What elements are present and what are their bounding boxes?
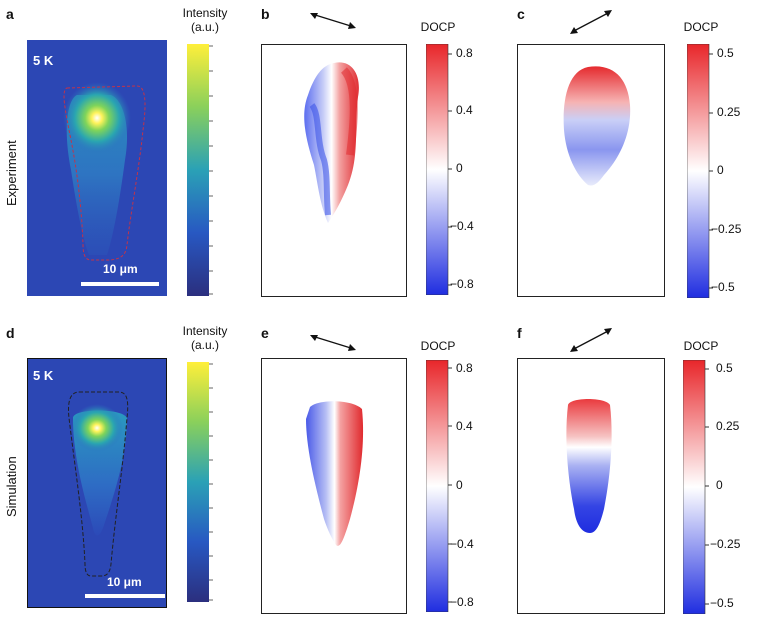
docp-tick-b-2: 0 [456, 161, 463, 175]
intensity-colorbar-d [187, 362, 213, 602]
polarization-arrow-c [568, 8, 614, 36]
docp-tick-f-3: −0.25 [710, 537, 741, 551]
docp-tick-c-2: 0 [717, 163, 724, 177]
docp-tick-f-1: 0.25 [716, 419, 740, 433]
polarization-arrow-e [308, 332, 358, 354]
scale-bar-label-d: 10 μm [107, 575, 142, 589]
panel-letter-a: a [6, 6, 14, 22]
polarization-arrow-b [308, 10, 358, 32]
intensity-colorbar-title-d: Intensity (a.u.) [182, 324, 228, 352]
docp-tick-b-3: −0.4 [450, 219, 474, 233]
docp-tick-e-1: 0.4 [456, 419, 473, 433]
docp-tick-b-0: 0.8 [456, 46, 473, 60]
docp-tick-b-4: −0.8 [450, 277, 474, 291]
intensity-map-simulation: 5 K 10 μm [27, 358, 167, 608]
docp-tick-c-4: −0.5 [711, 280, 735, 294]
docp-colorbar-title-b: DOCP [420, 20, 456, 34]
panel-letter-d: d [6, 325, 15, 341]
panel-letter-b: b [261, 6, 270, 22]
intensity-colorbar-a [187, 44, 213, 296]
docp-colorbar-title-f: DOCP [683, 339, 719, 353]
temperature-label-a: 5 K [33, 53, 54, 68]
intensity-colorbar-title-a: Intensity (a.u.) [182, 6, 228, 34]
docp-colorbar-title-e: DOCP [420, 339, 456, 353]
scale-bar-label-a: 10 μm [103, 262, 138, 276]
docp-tick-b-1: 0.4 [456, 103, 473, 117]
docp-colorbar-e [426, 360, 452, 612]
docp-map-simulation-e [261, 358, 407, 614]
panel-letter-c: c [517, 6, 525, 22]
docp-map-simulation-f [517, 358, 665, 614]
docp-colorbar-b [426, 44, 452, 295]
docp-map-experiment-c [517, 44, 665, 297]
intensity-map-experiment: 5 K 10 μm [27, 40, 167, 296]
docp-tick-e-0: 0.8 [456, 361, 473, 375]
row-label-simulation: Simulation [4, 456, 19, 517]
panel-letter-e: e [261, 325, 269, 341]
docp-colorbar-f [683, 360, 709, 614]
docp-tick-f-0: 0.5 [716, 361, 733, 375]
docp-tick-f-2: 0 [716, 478, 723, 492]
panel-letter-f: f [517, 325, 522, 341]
docp-tick-c-0: 0.5 [717, 46, 734, 60]
docp-tick-c-1: 0.25 [717, 105, 741, 119]
docp-tick-f-4: −0.5 [710, 596, 734, 610]
docp-tick-e-2: 0 [456, 478, 463, 492]
docp-tick-e-4: −0.8 [450, 595, 474, 609]
docp-map-experiment-b [261, 44, 407, 297]
docp-tick-c-3: −0.25 [711, 222, 742, 236]
docp-colorbar-c [687, 44, 713, 298]
row-label-experiment: Experiment [4, 140, 19, 206]
temperature-label-d: 5 K [33, 368, 54, 383]
docp-tick-e-3: −0.4 [450, 537, 474, 551]
docp-colorbar-title-c: DOCP [683, 20, 719, 34]
polarization-arrow-f [568, 326, 614, 354]
